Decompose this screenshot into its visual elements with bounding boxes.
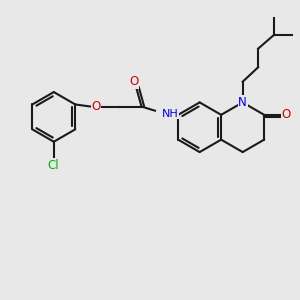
Text: NH: NH	[162, 109, 179, 119]
Text: O: O	[92, 100, 100, 113]
Text: O: O	[281, 108, 290, 121]
Text: O: O	[130, 75, 139, 88]
Text: N: N	[238, 96, 247, 109]
Text: NH: NH	[162, 109, 179, 119]
Text: Cl: Cl	[47, 159, 58, 172]
